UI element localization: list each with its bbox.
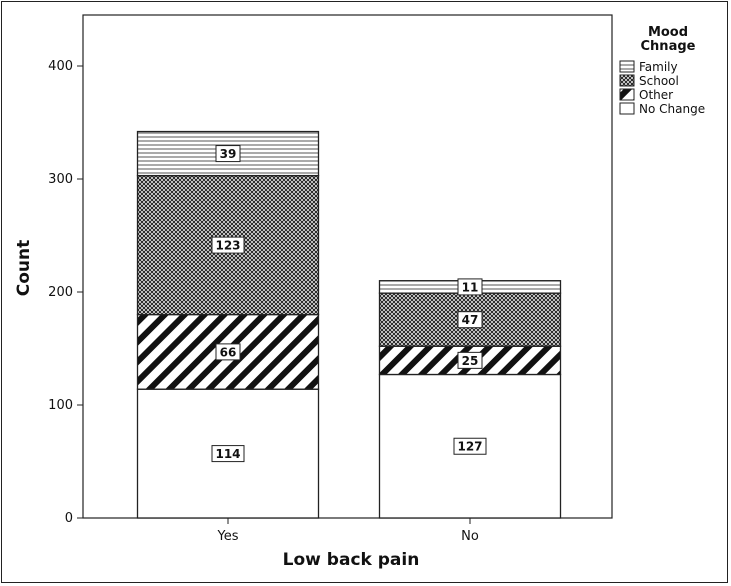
data-label-box <box>453 437 487 455</box>
legend-swatch-no-change <box>619 102 635 115</box>
data-label: 39 <box>220 147 237 161</box>
data-label: 25 <box>462 354 479 368</box>
data-label-box <box>457 351 483 369</box>
legend-title-line-1: Mood <box>648 25 688 40</box>
data-label-box <box>457 311 483 329</box>
data-label: 127 <box>457 440 482 454</box>
legend-label: Other <box>639 88 673 102</box>
y-tick-label: 100 <box>48 398 73 413</box>
x-tick-label: No <box>461 529 479 544</box>
legend-label: Family <box>639 60 678 74</box>
x-tick-label: Yes <box>217 529 239 544</box>
data-label: 66 <box>220 345 237 359</box>
x-axis: Yes No <box>217 518 479 544</box>
plot-area <box>82 14 613 519</box>
data-label: 123 <box>215 239 240 253</box>
y-axis-title: Count <box>14 240 34 297</box>
legend-swatch-other <box>619 88 635 101</box>
data-label-box <box>457 278 483 296</box>
data-labels: 114 66 123 39 127 25 47 11 <box>211 145 487 463</box>
x-axis-title: Low back pain <box>283 550 420 570</box>
data-label-box <box>211 445 245 463</box>
data-label-box <box>215 343 241 361</box>
data-label: 47 <box>462 313 479 327</box>
legend-label: School <box>639 74 679 88</box>
data-label: 11 <box>462 280 479 294</box>
legend-title-line-2: Chnage <box>641 39 696 54</box>
y-tick-label: 400 <box>48 59 73 74</box>
y-axis: 0 100 200 300 400 <box>48 59 83 526</box>
y-tick-label: 0 <box>65 511 73 526</box>
y-tick-label: 300 <box>48 172 73 187</box>
data-label-box <box>211 236 245 254</box>
data-label: 114 <box>215 447 240 461</box>
legend-swatch-school <box>619 74 635 87</box>
y-tick-label: 200 <box>48 285 73 300</box>
plot-border <box>82 14 613 519</box>
legend-label: No Change <box>639 102 705 116</box>
legend-swatch-family <box>619 60 635 73</box>
bars <box>136 130 562 519</box>
data-label-box <box>215 145 241 163</box>
